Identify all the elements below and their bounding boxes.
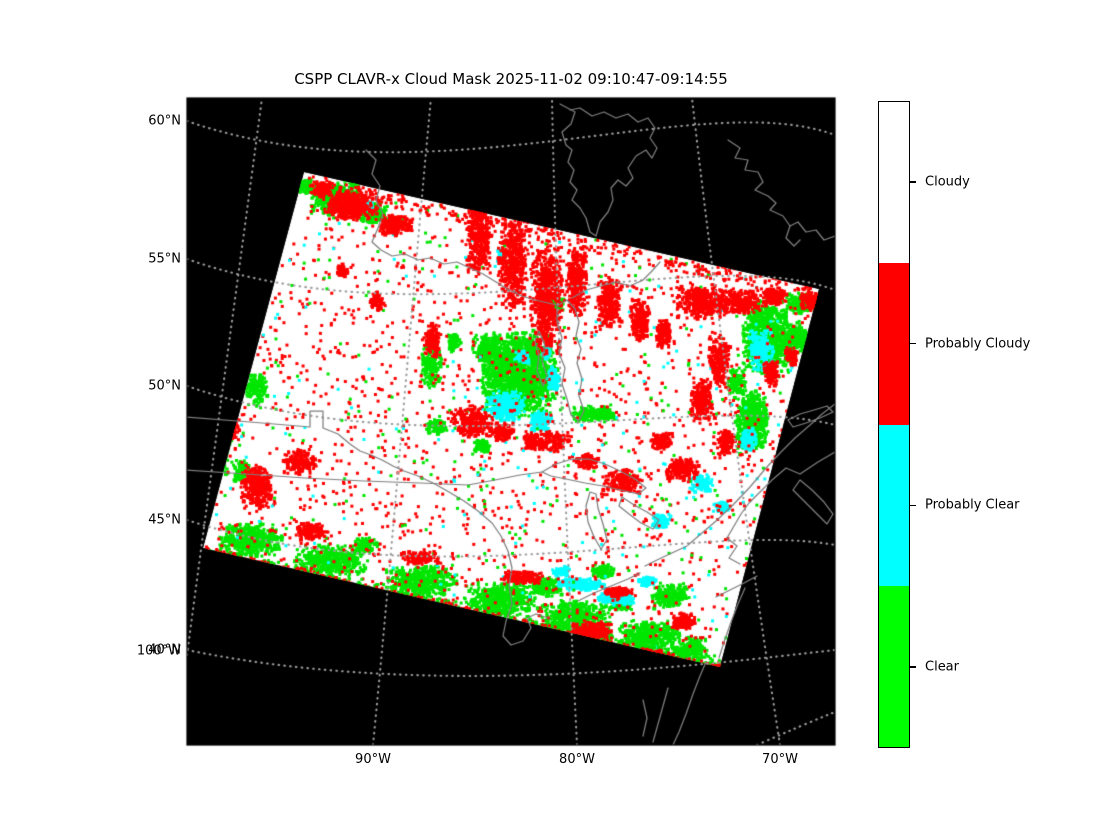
colorbar-label: Clear bbox=[925, 659, 959, 675]
colorbar-tick bbox=[910, 181, 916, 183]
colorbar-tick bbox=[910, 504, 916, 507]
colorbar-segment bbox=[879, 102, 909, 264]
colorbar-segment bbox=[879, 424, 909, 586]
y-tick-label: 50°N bbox=[148, 378, 181, 394]
x-tick-label: 90°W bbox=[355, 752, 391, 767]
colorbar-tick bbox=[910, 666, 916, 668]
colorbar-tick bbox=[910, 342, 916, 345]
x-tick-label: 80°W bbox=[559, 752, 595, 767]
colorbar-segment bbox=[879, 585, 909, 747]
x-tick-label: 70°W bbox=[762, 752, 798, 767]
y-tick-label: 45°N bbox=[148, 512, 181, 528]
colorbar-segment bbox=[879, 263, 909, 425]
y-tick-label: 60°N bbox=[148, 113, 181, 129]
y-tick-label: 55°N bbox=[148, 251, 181, 267]
y-tick-label: 40°N bbox=[148, 642, 181, 658]
colorbar-label: Cloudy bbox=[925, 174, 970, 190]
colorbar-bar bbox=[878, 101, 910, 748]
colorbar-label: Probably Cloudy bbox=[925, 336, 1031, 352]
plot-title: CSPP CLAVR-x Cloud Mask 2025-11-02 09:10… bbox=[294, 70, 728, 88]
y-tick-label-overlap: 100°W bbox=[136, 643, 181, 659]
colorbar-label: Probably Clear bbox=[925, 497, 1020, 513]
